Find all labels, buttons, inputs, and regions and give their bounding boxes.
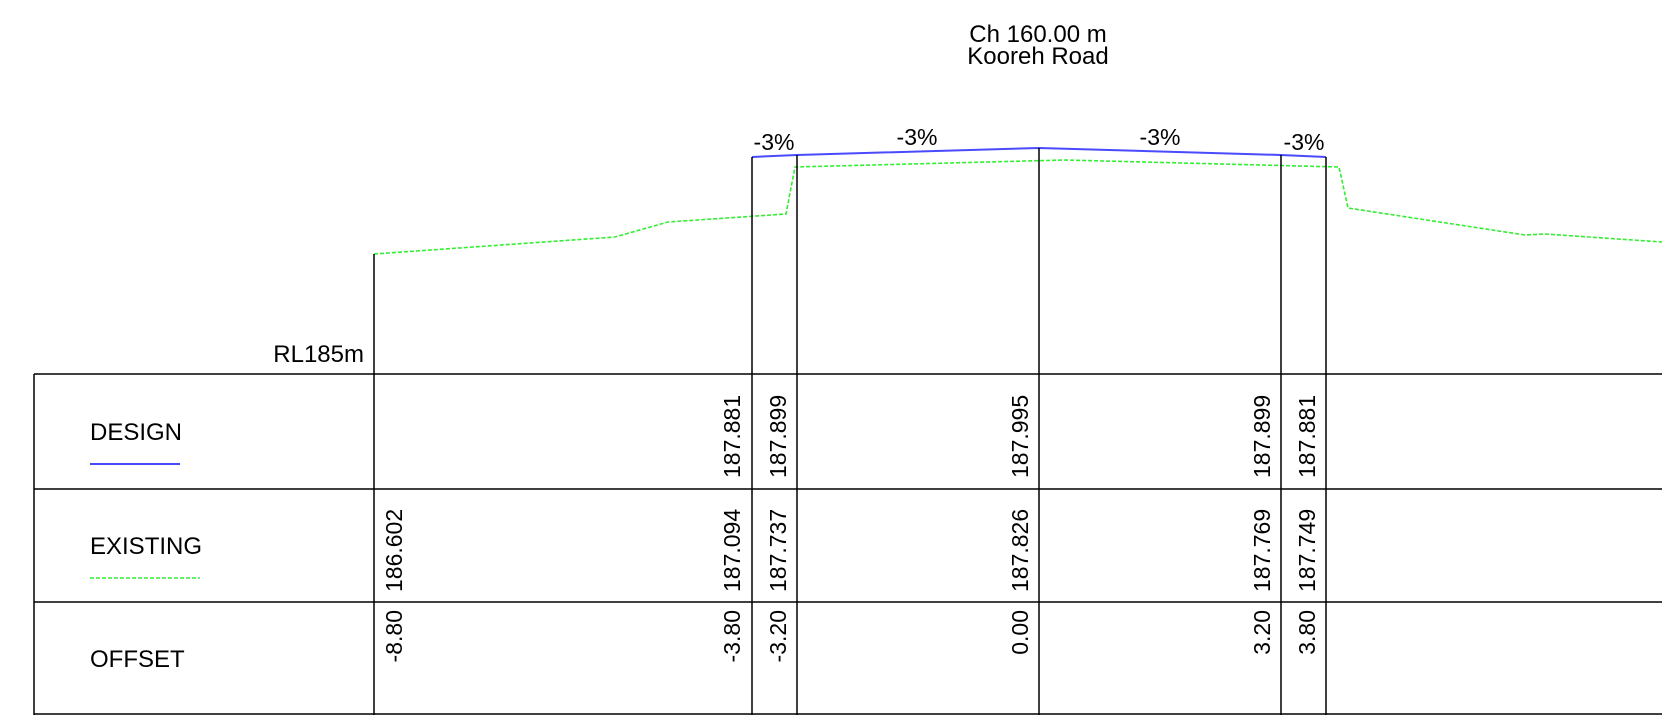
chainage-title: Ch 160.00 m xyxy=(969,21,1106,48)
existing-value: 187.737 xyxy=(765,509,791,592)
offset-value: 3.80 xyxy=(1294,610,1320,655)
grade-label-right-verge: -3% xyxy=(1284,129,1325,155)
design-value: 187.995 xyxy=(1007,395,1033,478)
grade-label-left-lane: -3% xyxy=(897,124,938,150)
design-value: 187.881 xyxy=(719,395,745,478)
existing-row-label: EXISTING xyxy=(90,533,202,560)
offset-value: 0.00 xyxy=(1007,610,1033,655)
existing-surface-line xyxy=(373,159,1662,255)
existing-value: 187.094 xyxy=(719,509,745,592)
offset-row-label: OFFSET xyxy=(90,646,185,673)
existing-value: 187.749 xyxy=(1294,509,1320,592)
offset-value: -3.20 xyxy=(765,610,791,662)
design-value: 187.881 xyxy=(1294,395,1320,478)
offset-value: -8.80 xyxy=(381,610,407,662)
grade-label-right-lane: -3% xyxy=(1140,124,1181,150)
datum-label: RL185m xyxy=(273,341,364,368)
design-value: 187.899 xyxy=(765,395,791,478)
design-value: 187.899 xyxy=(1249,395,1275,478)
grade-label-left-verge: -3% xyxy=(754,129,795,155)
design-row-label: DESIGN xyxy=(90,419,182,446)
existing-value: 187.826 xyxy=(1007,509,1033,592)
offset-value: 3.20 xyxy=(1249,610,1275,655)
road-name-title: Kooreh Road xyxy=(967,43,1108,70)
offset-value: -3.80 xyxy=(719,610,745,662)
existing-value: 186.602 xyxy=(381,509,407,592)
existing-value: 187.769 xyxy=(1249,509,1275,592)
